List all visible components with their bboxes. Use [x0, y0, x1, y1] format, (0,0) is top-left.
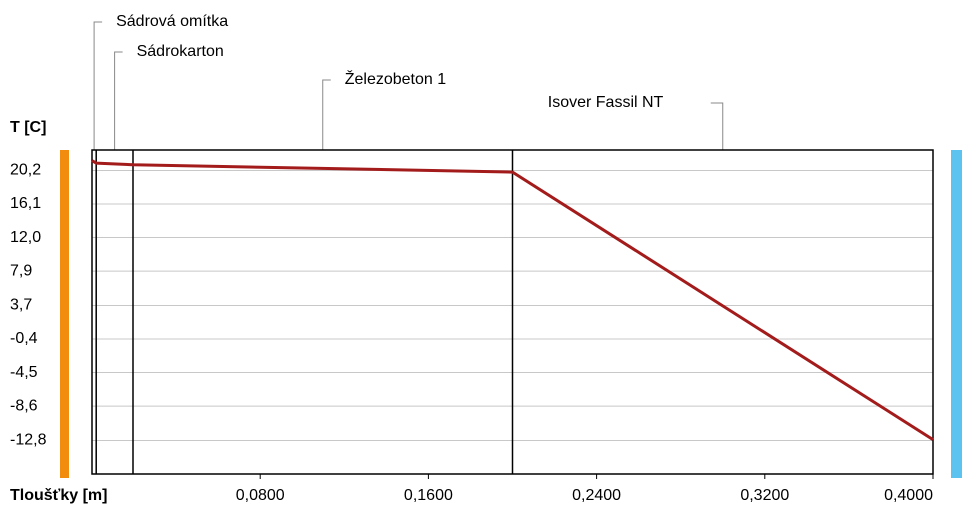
leader-line — [710, 102, 724, 150]
layer-label: Sádrokarton — [137, 43, 224, 60]
y-tick-label: -12,8 — [10, 432, 47, 449]
layer-label: Železobeton 1 — [345, 69, 447, 88]
y-tick-label: -0,4 — [10, 330, 38, 347]
x-axis-label: Tloušťky [m] — [10, 487, 107, 504]
leader-line — [114, 51, 123, 150]
x-tick-label: 0,0800 — [236, 487, 285, 504]
y-tick-label: 16,1 — [10, 195, 41, 212]
x-tick-label: 0,3200 — [740, 487, 789, 504]
plot-frame — [91, 149, 934, 475]
y-axis-label: T [C] — [10, 119, 46, 136]
y-tick-label: 20,2 — [10, 162, 41, 179]
leader-line — [322, 79, 331, 150]
exterior-bar — [951, 150, 962, 478]
x-tick-label: 0,4000 — [884, 487, 933, 504]
leader-line — [93, 21, 103, 150]
layer-label: Sádrová omítka — [116, 13, 228, 30]
y-tick-label: 3,7 — [10, 297, 32, 314]
x-tick-label: 0,2400 — [572, 487, 621, 504]
y-tick-label: -8,6 — [10, 397, 38, 414]
y-tick-label: 7,9 — [10, 262, 32, 279]
x-tick-label: 0,1600 — [404, 487, 453, 504]
y-tick-label: 12,0 — [10, 229, 41, 246]
temperature-line — [91, 159, 934, 441]
interior-bar — [60, 150, 69, 478]
layer-label: Isover Fassil NT — [548, 94, 664, 111]
y-tick-label: -4,5 — [10, 364, 38, 381]
